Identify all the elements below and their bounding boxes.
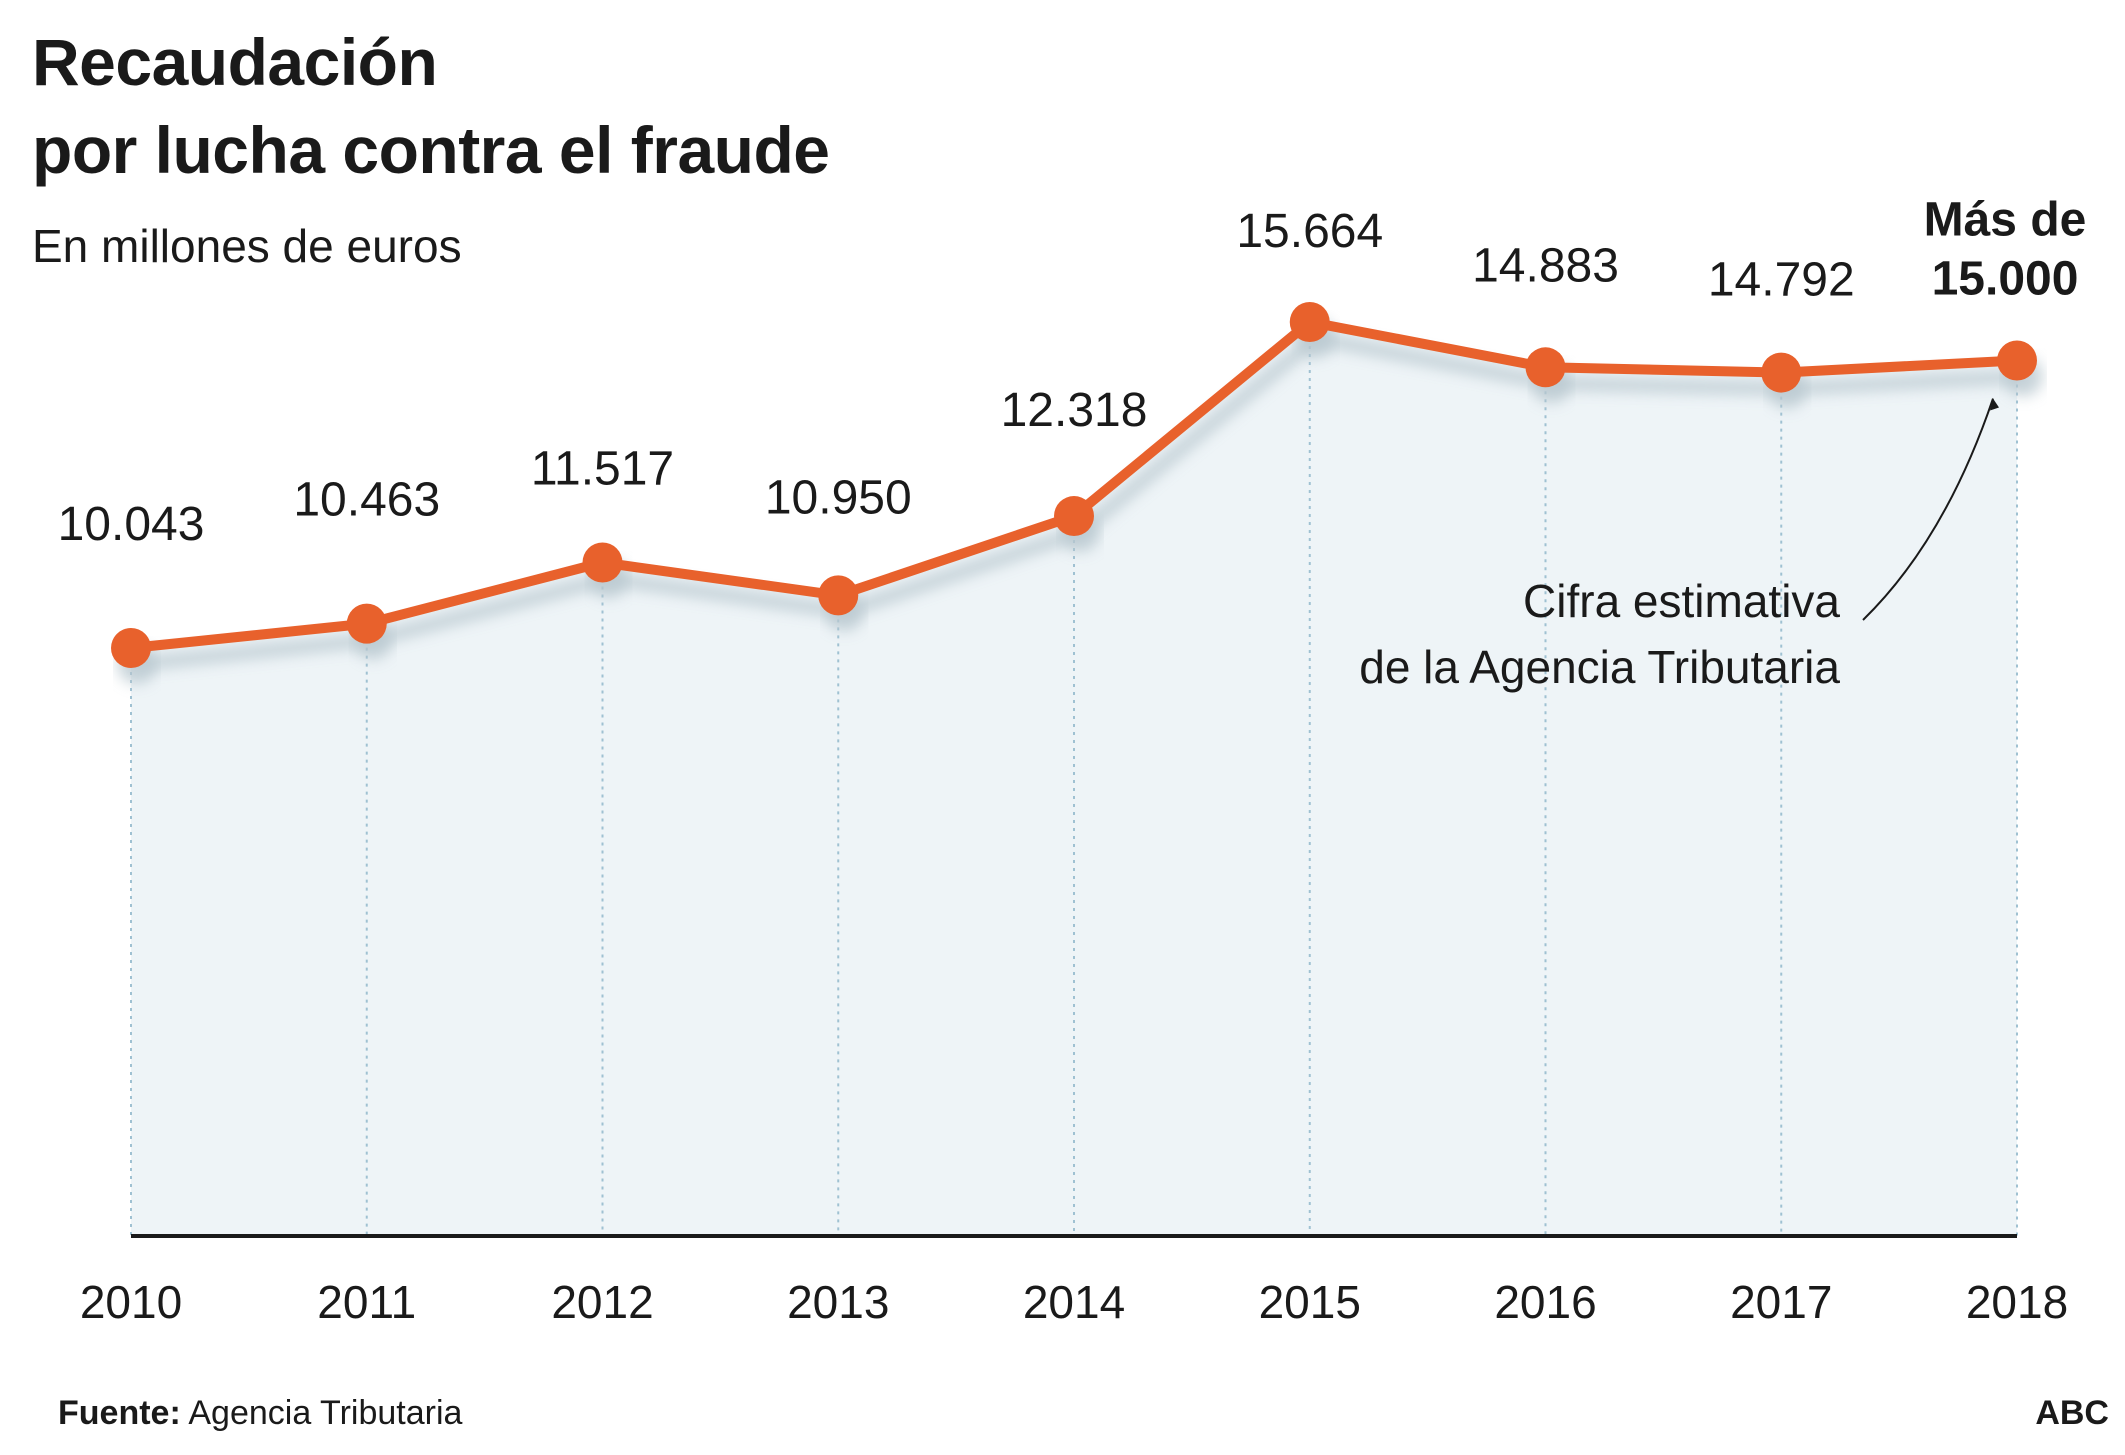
data-labels-layer: 10.043 10.463 11.517 10.950 12.318 15.664 14.8…: [58, 194, 2087, 551]
x-tick-label-2013: 2013: [787, 1276, 889, 1328]
annotation-line2: de la Agencia Tributaria: [1359, 641, 1840, 693]
chart-title: Recaudación por lucha contra el fraude: [32, 18, 830, 194]
data-point-2014: [1054, 496, 1094, 537]
area-fill-layer: [131, 322, 2017, 1236]
data-label-2014: 12.318: [1001, 384, 1148, 437]
data-label-2018: 15.000: [1932, 253, 2079, 306]
dropline-layer: [130, 322, 2018, 1236]
x-tick-label-2011: 2011: [317, 1276, 416, 1328]
x-tick-label-2014: 2014: [1023, 1276, 1125, 1328]
x-tick-label-2017: 2017: [1730, 1276, 1832, 1328]
data-label-2013: 10.950: [765, 471, 912, 524]
x-tick-label-2018: 2018: [1966, 1276, 2068, 1328]
annotation-layer: Cifra estimativa de la Agencia Tributaria: [1359, 398, 1999, 693]
source-label: Fuente:: [58, 1394, 181, 1432]
source-value: Agencia Tributaria: [188, 1394, 463, 1432]
x-tick-label-2015: 2015: [1259, 1276, 1361, 1328]
data-point-2018: [1997, 340, 2037, 381]
data-points-layer: [111, 302, 2037, 668]
x-tick-labels-layer: 2010 2011 2012 2013 2014 2015 2016 2017 2018: [80, 1276, 2068, 1328]
chart-title-line2: por lucha contra el fraude: [32, 113, 830, 187]
area-fill: [131, 322, 2017, 1236]
x-tick-label-2016: 2016: [1494, 1276, 1596, 1328]
x-tick-label-2010: 2010: [80, 1276, 182, 1328]
data-point-2015: [1289, 302, 1330, 342]
data-label-2016: 14.883: [1472, 239, 1619, 292]
data-point-2012: [582, 542, 623, 583]
data-label-prefix-2018: Más de: [1924, 194, 2087, 247]
data-point-2017: [1761, 352, 1802, 393]
data-label-2017: 14.792: [1708, 254, 1855, 307]
x-tick-label-2012: 2012: [551, 1276, 653, 1328]
chart-title-line1: Recaudación: [32, 25, 438, 99]
brand-logo: ABC: [2035, 1394, 2109, 1432]
annotation-arrowhead: [1990, 398, 1999, 411]
data-label-2010: 10.043: [58, 498, 205, 551]
data-point-2016: [1525, 347, 1566, 388]
annotation-arrow: [1862, 398, 1994, 621]
data-point-2013: [818, 575, 859, 616]
chart-subtitle: En millones de euros: [32, 220, 462, 272]
source-note: Fuente: Agencia Tributaria: [58, 1392, 462, 1434]
annotation-line1: Cifra estimativa: [1523, 575, 1840, 627]
data-label-2011: 10.463: [293, 474, 440, 527]
data-label-2015: 15.664: [1236, 205, 1383, 258]
data-label-2012: 11.517: [531, 443, 674, 496]
data-point-2010: [111, 628, 151, 668]
data-point-2011: [346, 603, 387, 644]
